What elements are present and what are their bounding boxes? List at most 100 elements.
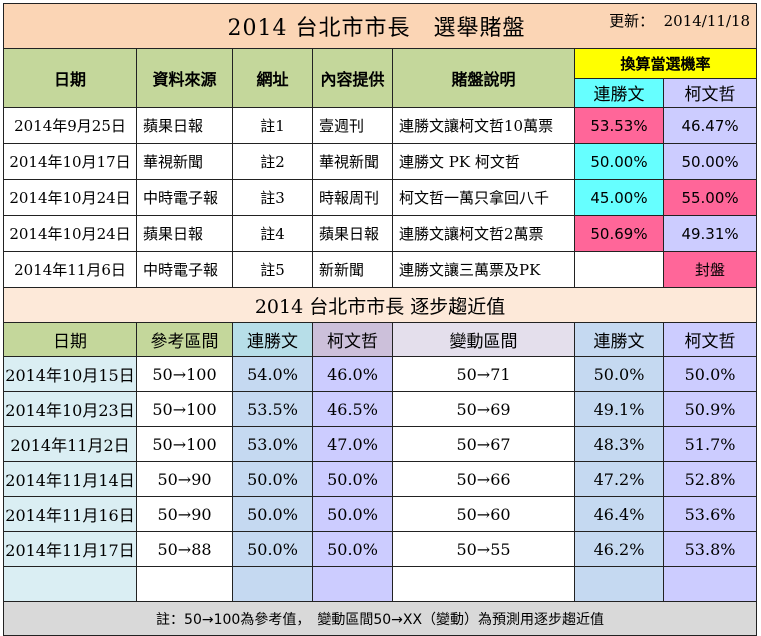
row-lian-var: 48.3% (574, 426, 664, 462)
update-label: 更新： (609, 12, 655, 30)
row-ko-var: 53.6% (662, 496, 758, 532)
row-lian-prob: 53.53% (574, 107, 664, 144)
header-date: 日期 (3, 48, 137, 108)
row-url[interactable]: 註2 (232, 143, 313, 180)
empty-row (3, 566, 758, 602)
header-candidate-ko: 柯文哲 (662, 77, 758, 108)
row-date: 2014年11月2日 (3, 426, 137, 462)
row-lian-var: 47.2% (574, 461, 664, 497)
row-date: 2014年10月15日 (3, 356, 137, 392)
row-ko-ref: 50.0% (312, 496, 393, 532)
row-desc: 連勝文 PK 柯文哲 (392, 143, 575, 180)
row-provider: 蘋果日報 (312, 215, 393, 252)
row-var: 50→71 (392, 356, 575, 392)
row-lian-var: 46.4% (574, 496, 664, 532)
row-lian-ref: 50.0% (232, 461, 313, 497)
row-ref: 50→90 (136, 496, 233, 532)
row-ko-prob: 49.31% (662, 215, 758, 252)
row-source: 華視新聞 (136, 143, 233, 180)
row-ko-ref: 50.0% (312, 531, 393, 567)
row-ko-prob: 46.47% (662, 107, 758, 144)
row-ref: 50→90 (136, 461, 233, 497)
row-desc: 連勝文讓柯文哲2萬票 (392, 215, 575, 252)
row-lian-ref: 53.0% (232, 426, 313, 462)
row-desc: 柯文哲一萬只拿回八千 (392, 179, 575, 216)
row-url[interactable]: 註4 (232, 215, 313, 252)
table-row: 2014年10月15日 50→100 54.0% 46.0% 50→71 50.… (3, 356, 758, 392)
row-date: 2014年10月17日 (3, 143, 137, 180)
header-date: 日期 (3, 322, 137, 357)
header-desc: 賭盤說明 (392, 48, 575, 108)
row-ko-var: 52.8% (662, 461, 758, 497)
empty-cell (3, 566, 137, 602)
row-ko-prob: 封盤 (662, 251, 758, 288)
section-title: 2014 台北市市長 逐步趨近值 (2, 287, 758, 323)
row-var: 50→66 (392, 461, 575, 497)
row-var: 50→60 (392, 496, 575, 532)
row-lian-var: 50.0% (574, 356, 664, 392)
header-lian-var: 連勝文 (574, 322, 664, 357)
empty-cell (662, 566, 758, 602)
betting-table: 2014 台北市市長 選舉賭盤 更新： 2014/11/18 日期 資料來源 網… (2, 3, 758, 288)
header-ko-var: 柯文哲 (662, 322, 758, 357)
footnote: 註：50→100為參考值， 變動區間50→XX（變動）為預測用逐步趨近值 (2, 601, 758, 636)
empty-cell (312, 566, 393, 602)
empty-cell (136, 566, 233, 602)
row-var: 50→55 (392, 531, 575, 567)
row-source: 蘋果日報 (136, 215, 233, 252)
table-row: 2014年11月2日 50→100 53.0% 47.0% 50→67 48.3… (3, 426, 758, 462)
header-candidate-lian: 連勝文 (574, 77, 664, 108)
row-var: 50→69 (392, 391, 575, 427)
row-source: 中時電子報 (136, 251, 233, 288)
table-row: 2014年11月14日 50→90 50.0% 50.0% 50→66 47.2… (3, 461, 758, 497)
row-ko-prob: 50.00% (662, 143, 758, 180)
row-date: 2014年11月6日 (3, 251, 137, 288)
row-lian-ref: 50.0% (232, 531, 313, 567)
row-lian-ref: 53.5% (232, 391, 313, 427)
table-row: 2014年10月17日 華視新聞 註2 華視新聞 連勝文 PK 柯文哲 50.0… (3, 143, 758, 180)
row-lian-var: 46.2% (574, 531, 664, 567)
row-date: 2014年11月16日 (3, 496, 137, 532)
row-lian-var: 49.1% (574, 391, 664, 427)
row-ko-ref: 47.0% (312, 426, 393, 462)
table-row: 2014年9月25日 蘋果日報 註1 壹週刊 連勝文讓柯文哲10萬票 53.53… (3, 107, 758, 144)
header-provider: 內容提供 (312, 48, 393, 108)
row-url[interactable]: 註1 (232, 107, 313, 144)
title-cell: 2014 台北市市長 選舉賭盤 更新： 2014/11/18 (2, 3, 758, 49)
header-lian-ref: 連勝文 (232, 322, 313, 357)
update-date: 2014/11/18 (663, 12, 751, 30)
row-provider: 華視新聞 (312, 143, 393, 180)
row-lian-ref: 50.0% (232, 496, 313, 532)
approximation-table: 2014 台北市市長 逐步趨近值 日期 參考區間 連勝文 柯文哲 變動區間 連勝… (2, 287, 758, 636)
empty-cell (392, 566, 575, 602)
header-url: 網址 (232, 48, 313, 108)
table-row: 2014年11月16日 50→90 50.0% 50.0% 50→60 46.4… (3, 496, 758, 532)
row-date: 2014年10月24日 (3, 179, 137, 216)
empty-cell (232, 566, 313, 602)
row-provider: 時報周刊 (312, 179, 393, 216)
row-date: 2014年9月25日 (3, 107, 137, 144)
row-date: 2014年11月17日 (3, 531, 137, 567)
header-ref-range: 參考區間 (136, 322, 233, 357)
row-ref: 50→100 (136, 356, 233, 392)
row-provider: 壹週刊 (312, 107, 393, 144)
page-title: 2014 台北市市長 選舉賭盤 (227, 16, 526, 41)
header-probability: 換算當選機率 (573, 48, 758, 79)
row-var: 50→67 (392, 426, 575, 462)
row-ko-var: 51.7% (662, 426, 758, 462)
row-url[interactable]: 註5 (232, 251, 313, 288)
header-ko-ref: 柯文哲 (312, 322, 393, 357)
row-lian-prob: 50.69% (574, 215, 664, 252)
row-lian-prob: 50.00% (574, 143, 664, 180)
row-ref: 50→100 (136, 426, 233, 462)
row-url[interactable]: 註3 (232, 179, 313, 216)
header-source: 資料來源 (136, 48, 233, 108)
update-info: 更新： 2014/11/18 (609, 10, 750, 31)
row-ko-ref: 46.5% (312, 391, 393, 427)
row-ref: 50→100 (136, 391, 233, 427)
empty-cell (574, 566, 664, 602)
row-ko-prob: 55.00% (662, 179, 758, 216)
row-lian-prob: 45.00% (574, 179, 664, 216)
spreadsheet: 2014 台北市市長 選舉賭盤 更新： 2014/11/18 日期 資料來源 網… (2, 3, 758, 636)
table-row: 2014年11月6日 中時電子報 註5 新新聞 連勝文讓三萬票及PK 封盤 (3, 251, 758, 288)
